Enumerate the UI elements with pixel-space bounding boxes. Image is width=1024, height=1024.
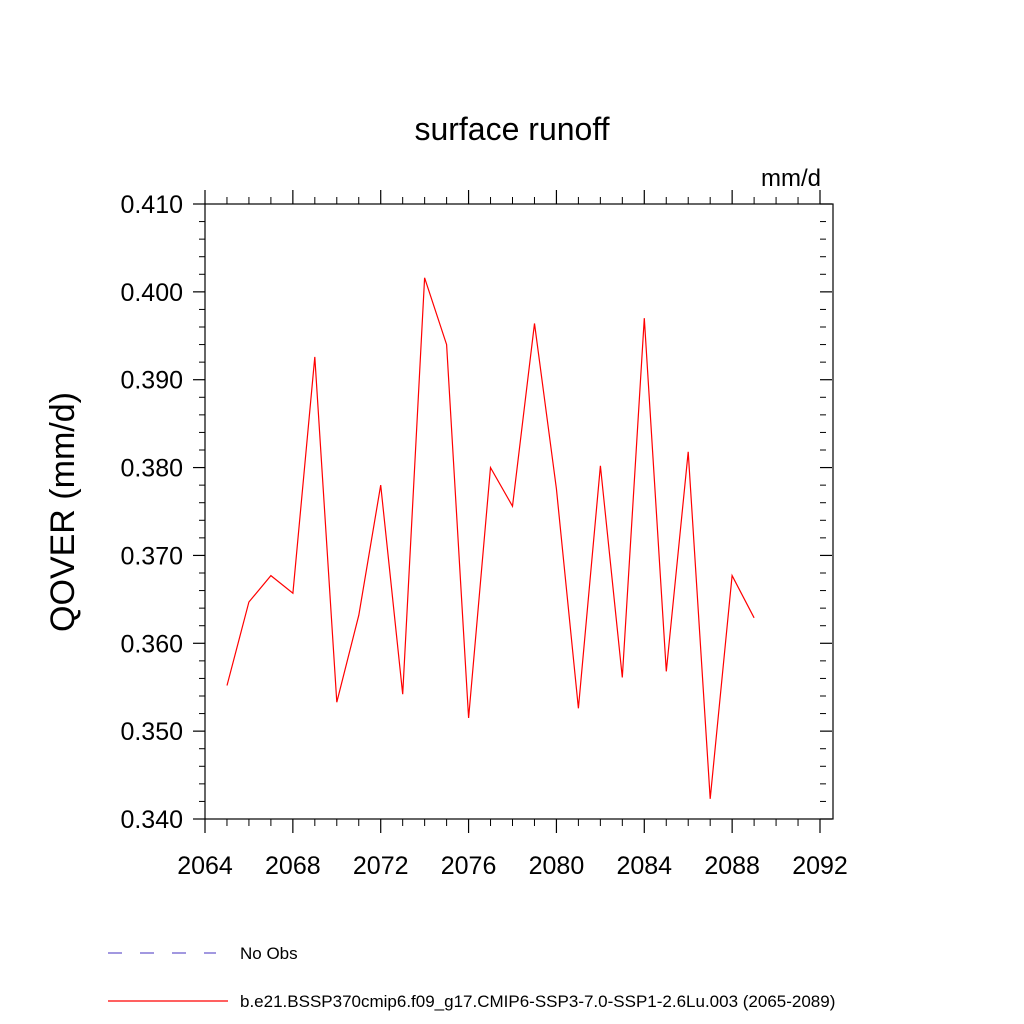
- x-tick-label: 2064: [177, 852, 233, 880]
- x-tick-label: 2092: [792, 852, 848, 880]
- y-tick-label: 0.380: [120, 455, 183, 483]
- x-tick-label: 2072: [353, 852, 409, 880]
- y-tick-label: 0.350: [120, 718, 183, 746]
- y-tick-label: 0.370: [120, 542, 183, 570]
- y-tick-label: 0.410: [120, 191, 183, 219]
- chart-title: surface runoff: [414, 111, 609, 147]
- y-tick-label: 0.400: [120, 279, 183, 307]
- x-axis-ticks: 2064 2068 2072 2076 2080 2084 2088 2092: [177, 190, 848, 880]
- legend-label: b.e21.BSSP370cmip6.f09_g17.CMIP6-SSP3-7.…: [240, 992, 835, 1011]
- legend-label: No Obs: [240, 944, 298, 963]
- y-axis-ticks: 0.340 0.350 0.360 0.370 0.380 0.390 0.400 0.410: [120, 191, 832, 834]
- y-tick-label: 0.390: [120, 367, 183, 395]
- series-line: [226, 277, 755, 799]
- units-label: mm/d: [761, 165, 821, 192]
- x-tick-label: 2068: [265, 852, 321, 880]
- x-tick-label: 2088: [704, 852, 760, 880]
- x-tick-label: 2080: [529, 852, 585, 880]
- legend: No Obs b.e21.BSSP370cmip6.f09_g17.CMIP6-S…: [108, 944, 835, 1011]
- plot-frame: [204, 203, 834, 820]
- x-tick-label: 2076: [441, 852, 497, 880]
- y-tick-label: 0.340: [120, 806, 183, 834]
- x-tick-label: 2084: [616, 852, 672, 880]
- y-tick-label: 0.360: [120, 630, 183, 658]
- series-layer: [226, 277, 755, 799]
- y-axis-label: QOVER (mm/d): [44, 392, 82, 632]
